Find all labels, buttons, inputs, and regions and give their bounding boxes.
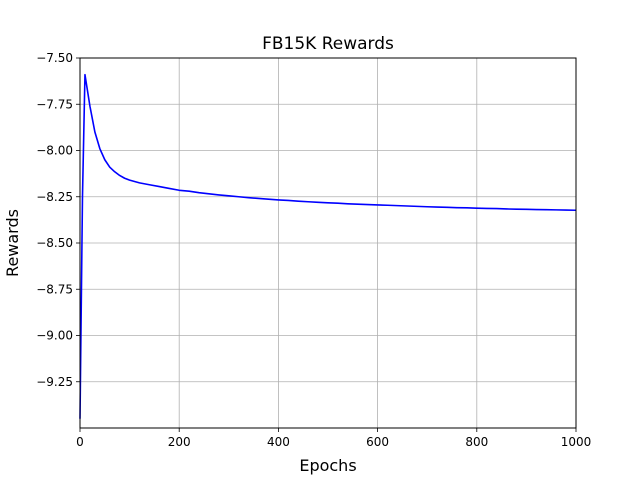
y-tick-label: −8.00: [36, 144, 73, 158]
chart-title: FB15K Rewards: [262, 34, 394, 54]
x-tick-label: 0: [76, 435, 84, 449]
y-tick-label: −9.00: [36, 329, 73, 343]
y-axis-label: Rewards: [3, 209, 22, 277]
y-tick-label: −8.25: [36, 190, 73, 204]
x-tick-label: 400: [267, 435, 290, 449]
x-axis-label: Epochs: [299, 456, 356, 475]
y-tick-label: −7.50: [36, 51, 73, 65]
series-layer: [79, 73, 577, 419]
y-tick-label: −7.75: [36, 97, 73, 111]
x-tick-label: 800: [465, 435, 488, 449]
y-tick-label: −9.25: [36, 375, 73, 389]
y-tick-label: −8.50: [36, 236, 73, 250]
x-tick-label: 600: [366, 435, 389, 449]
x-tick-label: 1000: [561, 435, 592, 449]
ticks: 0 200 400 600 800 1000 −7.50 −7.75 −8.00 −8.25 −8.…: [36, 51, 591, 449]
y-tick-label: −8.75: [36, 282, 73, 296]
x-tick-label: 200: [168, 435, 191, 449]
rewards-series-line: [79, 73, 577, 419]
